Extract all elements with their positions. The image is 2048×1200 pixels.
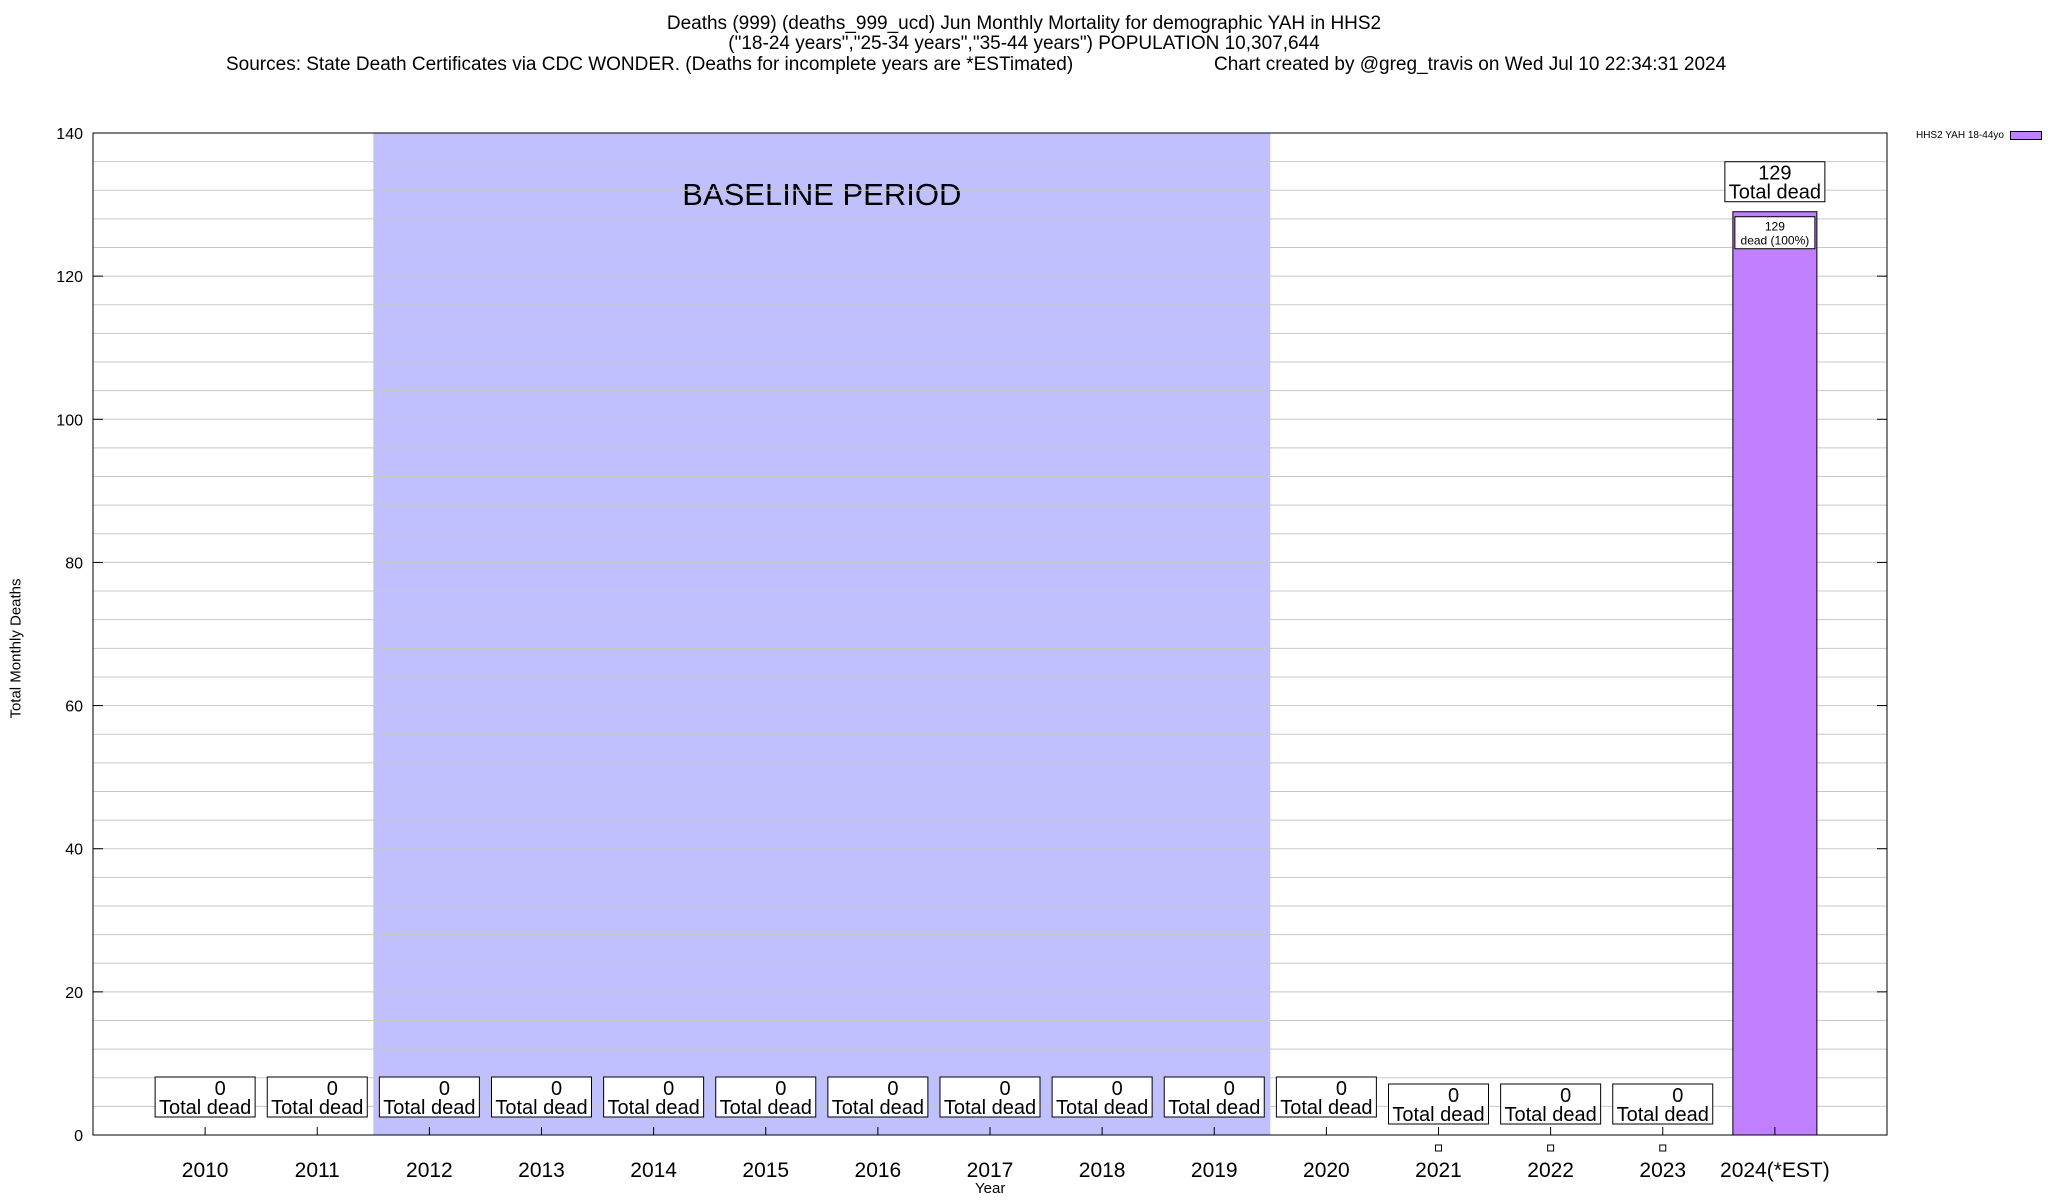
- x-tick-label: 2013: [518, 1159, 565, 1182]
- x-tick-label: 2019: [1191, 1159, 1238, 1182]
- total-label-value: 0: [663, 1078, 674, 1100]
- baseline-label: BASELINE PERIOD: [682, 177, 961, 212]
- x-tick-label: 2010: [182, 1159, 229, 1182]
- total-label-text: Total dead: [1056, 1097, 1148, 1119]
- total-label-value: 0: [775, 1078, 786, 1100]
- total-label-value: 0: [1560, 1085, 1571, 1107]
- total-label-value: 0: [327, 1078, 338, 1100]
- plot-frame: [92, 132, 1888, 1136]
- bar: [1732, 211, 1818, 1136]
- bar-inner-label-value: 129: [1765, 220, 1785, 234]
- x-tick-label: 2017: [967, 1159, 1014, 1182]
- chart-title: Deaths (999) (deaths_999_ucd) Jun Monthl…: [0, 14, 2048, 54]
- y-tick-label: 40: [65, 842, 83, 859]
- zero-marker: [1435, 1144, 1442, 1152]
- x-tick-label: 2023: [1639, 1159, 1686, 1182]
- total-label-text: Total dead: [495, 1097, 587, 1119]
- total-label-text: Total dead: [832, 1097, 924, 1119]
- legend: HHS2 YAH 18-44yo: [1916, 130, 2042, 141]
- total-label-text: Total dead: [159, 1097, 251, 1119]
- x-tick-label: 2016: [855, 1159, 902, 1182]
- y-tick-label: 140: [56, 126, 83, 143]
- total-label-text: Total dead: [1504, 1104, 1596, 1126]
- x-tick-label: 2022: [1527, 1159, 1574, 1182]
- total-label-box: [1163, 1076, 1265, 1118]
- total-label-box: [715, 1076, 817, 1118]
- total-label-box: [378, 1076, 480, 1118]
- x-tick-label: 2011: [295, 1159, 340, 1182]
- y-tick-label: 80: [65, 555, 83, 572]
- title-line-1: Deaths (999) (deaths_999_ucd) Jun Monthl…: [666, 13, 1382, 34]
- legend-swatch: [2010, 131, 2042, 140]
- total-label-box: [266, 1076, 368, 1118]
- y-tick-label: 120: [56, 269, 83, 286]
- total-label-box: [1612, 1083, 1714, 1125]
- total-label-text: Total dead: [271, 1097, 363, 1119]
- total-label-box: [1500, 1083, 1602, 1125]
- total-label-text: Total dead: [383, 1097, 475, 1119]
- total-label-box: [939, 1076, 1041, 1118]
- bar-inner-label-text: dead (100%): [1741, 234, 1810, 248]
- zero-marker: [1547, 1144, 1555, 1152]
- total-label-text: Total dead: [720, 1097, 812, 1119]
- y-tick-label: 20: [65, 985, 83, 1002]
- total-label-value: 0: [999, 1078, 1010, 1100]
- zero-marker: [1659, 1144, 1667, 1152]
- x-tick-label: 2018: [1079, 1159, 1126, 1182]
- x-tick-label: 2020: [1303, 1159, 1350, 1182]
- total-label-value: 0: [1336, 1078, 1347, 1100]
- total-label-text: Total dead: [1280, 1097, 1372, 1119]
- total-label-value: 129: [1758, 163, 1791, 185]
- total-label-value: 0: [215, 1078, 226, 1100]
- x-tick-label: 2012: [406, 1159, 453, 1182]
- total-label-value: 0: [439, 1078, 450, 1100]
- total-label-value: 0: [1112, 1078, 1123, 1100]
- title-line-2: ("18-24 years","25-34 years","35-44 year…: [728, 33, 1320, 54]
- total-label-box: [1388, 1083, 1489, 1125]
- total-label-value: 0: [1448, 1085, 1459, 1107]
- total-label-text: Total dead: [1729, 182, 1821, 204]
- baseline-band: [373, 133, 1271, 1135]
- legend-entry-label: HHS2 YAH 18-44yo: [1915, 130, 2004, 141]
- total-label-text: Total dead: [1168, 1097, 1260, 1119]
- x-tick-label: 2024(*EST): [1720, 1159, 1830, 1182]
- x-tick-label: 2014: [630, 1159, 677, 1182]
- total-label-text: Total dead: [1392, 1104, 1484, 1126]
- sources-text: Sources: State Death Certificates via CD…: [226, 54, 1074, 75]
- total-label-box: [154, 1076, 256, 1118]
- x-tick-label: 2021: [1415, 1159, 1462, 1182]
- total-label-box: [603, 1076, 705, 1118]
- total-label-value: 0: [1224, 1078, 1235, 1100]
- total-label-box: [1275, 1076, 1377, 1118]
- total-label-box: [1724, 161, 1826, 203]
- y-tick-label: 60: [65, 699, 83, 716]
- x-tick-label: 2015: [742, 1159, 789, 1182]
- total-label-box: [827, 1076, 929, 1118]
- total-label-text: Total dead: [607, 1097, 699, 1119]
- bar-inner-label-box: [1734, 216, 1816, 250]
- y-tick-label: 0: [74, 1128, 83, 1145]
- total-label-value: 0: [1672, 1085, 1683, 1107]
- total-label-box: [1051, 1076, 1153, 1118]
- total-label-text: Total dead: [944, 1097, 1036, 1119]
- total-label-value: 0: [887, 1078, 898, 1100]
- y-tick-label: 100: [56, 412, 83, 429]
- total-label-value: 0: [551, 1078, 562, 1100]
- total-label-box: [491, 1076, 592, 1118]
- x-axis-label: Year: [975, 1180, 1006, 1197]
- total-label-text: Total dead: [1617, 1104, 1709, 1126]
- credit-text: Chart created by @greg_travis on Wed Jul…: [1214, 54, 1727, 75]
